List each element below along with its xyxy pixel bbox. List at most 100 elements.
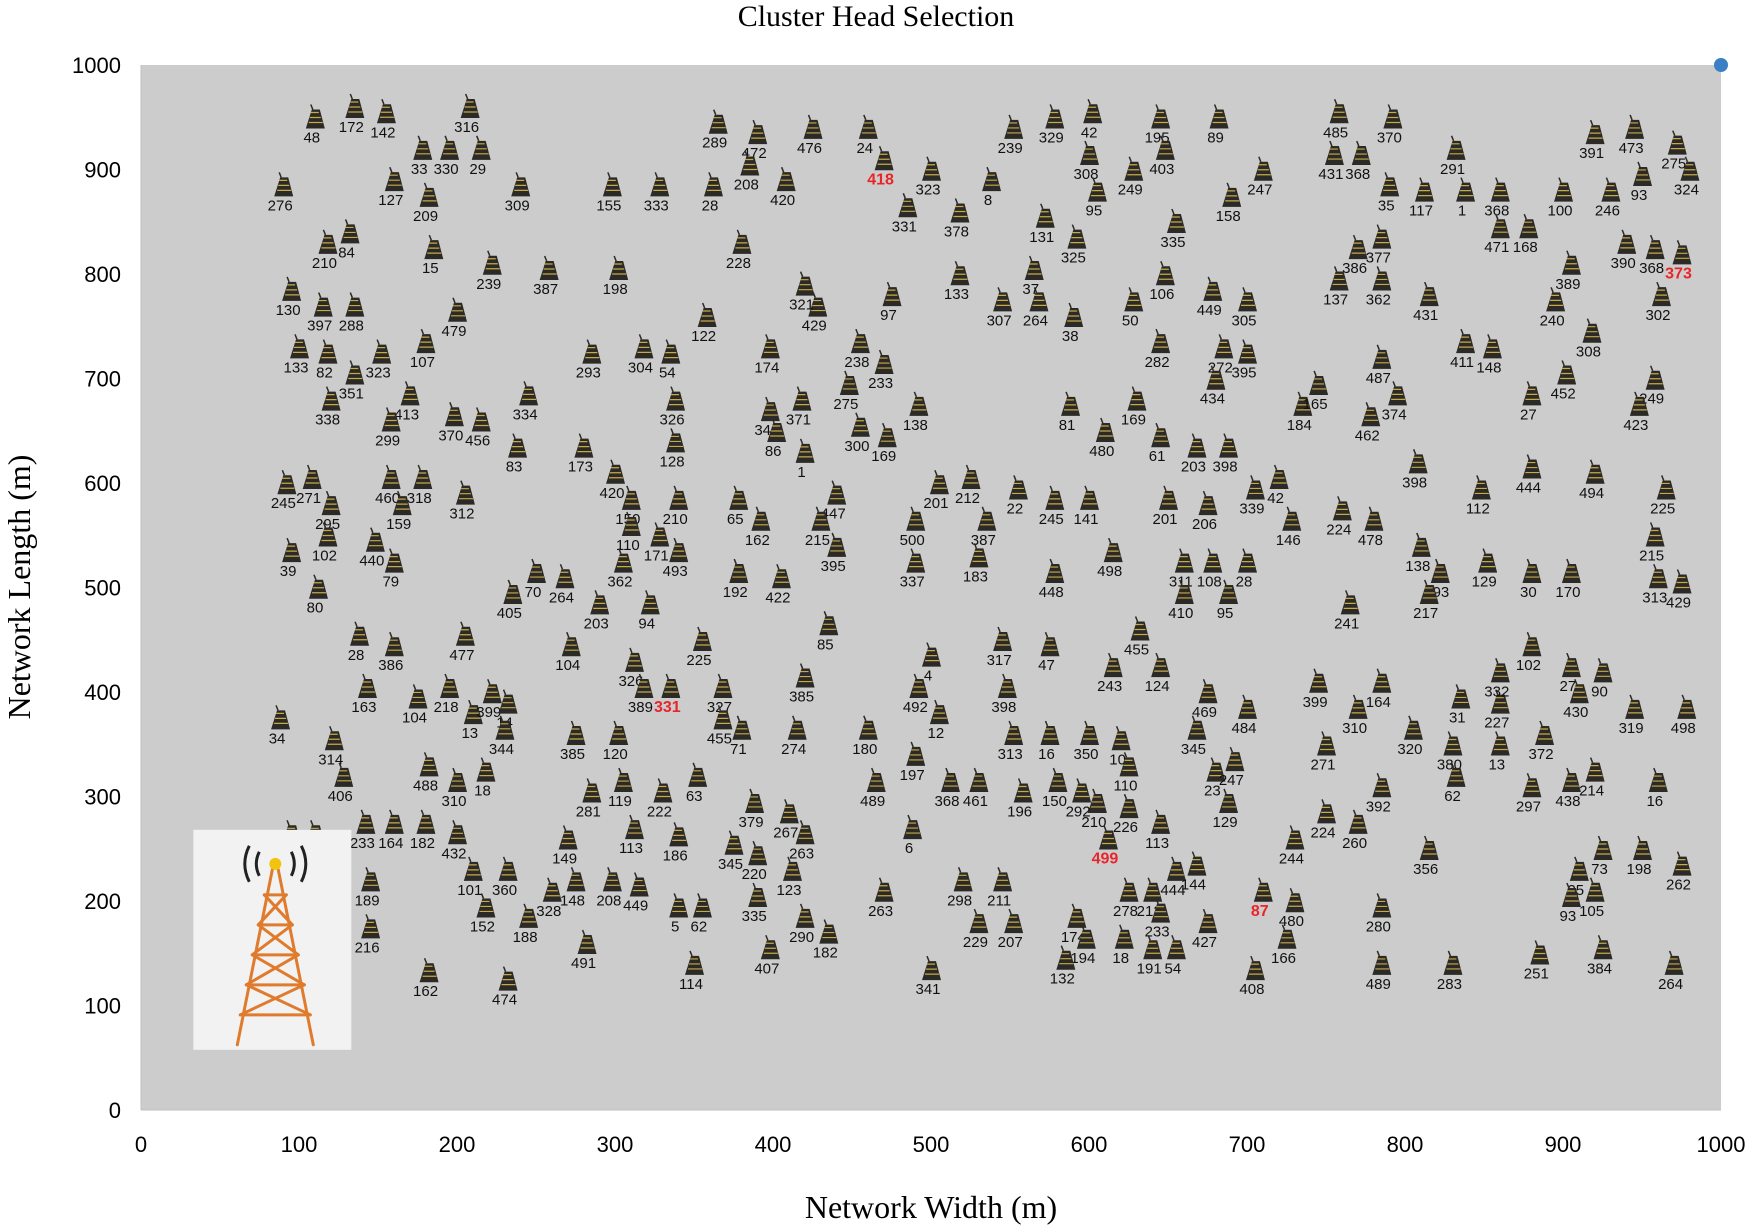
sensor-node: 182 [410,809,436,852]
sensor-node-icon [1080,146,1099,166]
sensor-node-detail [458,629,473,641]
sensor-node-detail [932,707,947,719]
sensor-node-detail [664,347,679,359]
sensor-node-icon [685,955,704,975]
sensor-node-detail [569,728,584,740]
sensor-node-icon [1245,961,1265,981]
sensor-node-antenna [531,558,535,565]
node-label: 449 [1197,302,1222,319]
node-label: 229 [963,934,988,951]
base-station [193,829,352,1050]
sensor-node-antenna [913,391,918,398]
sensor-node-antenna [1210,757,1215,763]
sensor-node-antenna [310,820,314,826]
sensor-node-detail [822,618,837,630]
sensor-node-detail [1083,728,1097,740]
sensor-node-detail [1493,697,1508,709]
node-label: 335 [742,908,767,925]
sensor-node: 370 [438,402,464,444]
node-label: 406 [328,788,353,805]
sensor-node-antenna [799,903,804,910]
sensor-node-detail [1190,723,1205,735]
sensor-node-antenna [1597,658,1602,664]
sensor-node-icon [1083,104,1103,124]
sensor-node-antenna [428,234,432,241]
sensor-node-antenna [926,642,930,648]
sensor-node-detail [411,691,426,704]
sensor-node-detail [1154,336,1169,348]
sensor-node-detail [308,111,323,124]
node-label: 329 [1039,129,1064,146]
sensor-node: 102 [312,522,338,564]
sensor-node-detail [798,827,813,839]
sensor-node-icon [471,412,491,432]
sensor-node-icon [1040,726,1060,746]
sensor-node-antenna [1605,177,1610,183]
sensor-node-icon [384,814,404,834]
sensor-node-detail [564,639,579,651]
sensor-node-detail [1209,764,1224,777]
node-label: 387 [533,281,558,298]
sensor-node-detail [751,890,766,902]
sensor-node-detail [1048,493,1063,505]
sensor-node-detail [585,785,600,798]
sensor-node-detail [664,681,679,693]
sensor-node: 83 [506,433,528,476]
sensor-node: 133 [944,260,970,303]
node-label: 50 [1122,312,1139,329]
sensor-node-icon [1490,736,1510,756]
sensor-node-antenna [1084,140,1088,147]
node-label: 289 [702,135,727,152]
sensor-node: 423 [1623,391,1649,434]
sensor-node-icon [1040,637,1060,657]
sensor-node-antenna [744,151,748,157]
node-label: 186 [663,847,688,864]
node-label: 264 [1658,976,1683,993]
sensor-node: 399 [476,678,502,721]
node-label: 339 [1239,500,1264,517]
sensor-node-detail [912,681,927,693]
sensor-node-detail [479,764,494,777]
sensor-node: 164 [1366,668,1392,711]
sensor-node-detail [1375,676,1390,688]
sensor-node-detail [1177,587,1192,599]
sensor-node: 85 [817,611,839,653]
sensor-node-icon [1629,396,1649,416]
sensor-node-icon [602,872,622,892]
sensor-node: 192 [723,558,749,601]
sensor-node-detail [695,634,710,646]
sensor-node-detail [653,179,668,191]
node-label: 148 [560,892,585,909]
sensor-node-detail [416,143,431,155]
sensor-node-icon [511,177,531,197]
node-label: 321 [789,297,814,314]
node-label: 28 [1236,574,1253,591]
sensor-node-detail [1354,148,1369,160]
sensor-node-icon [471,140,491,160]
node-label: 288 [339,318,364,335]
sensor-node: 368 [1484,177,1510,220]
sensor-node-antenna [1526,631,1531,638]
sensor-node-antenna [1321,799,1325,805]
node-label: 461 [963,793,988,810]
sensor-node-detail [1075,785,1090,798]
plot-area [141,65,1721,1110]
sensor-node-icon [688,767,708,787]
node-label: 218 [434,699,459,716]
sensor-node-antenna [325,386,330,392]
sensor-node: 385 [789,663,815,706]
sensor-node-antenna [1352,234,1357,241]
node-label: 489 [1366,976,1391,993]
sensor-node-icon [882,287,902,307]
sensor-node-detail [1636,843,1650,855]
node-label: 407 [754,960,779,977]
sensor-node-detail [321,347,336,359]
sensor-node-detail [1007,122,1022,134]
node-label: 54 [1165,960,1182,977]
node-label: 33 [411,161,428,178]
sensor-node-detail [1127,294,1142,306]
sensor-node: 249 [1118,156,1144,199]
sensor-node: 431 [1318,140,1344,183]
sensor-node: 267 [773,799,799,841]
